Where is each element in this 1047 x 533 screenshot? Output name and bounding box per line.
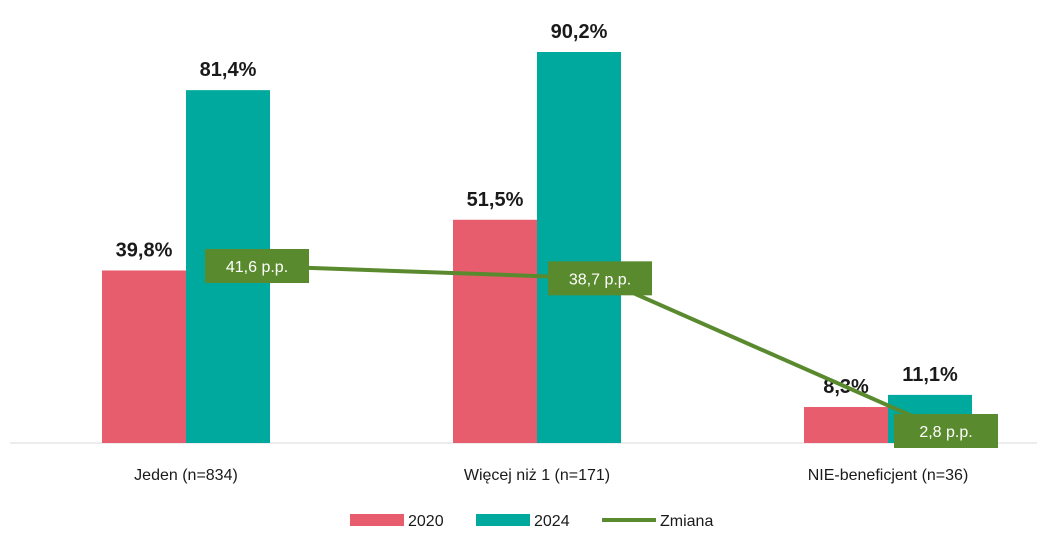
change-labels-group: 41,6 p.p. 38,7 p.p. 2,8 p.p. (205, 249, 998, 448)
change-label-1: 38,7 p.p. (569, 271, 631, 288)
legend-label-zmiana: Zmiana (660, 513, 713, 530)
value-label-2024-2: 11,1% (902, 364, 958, 386)
legend-label-2024: 2024 (534, 513, 570, 530)
legend-swatch-2024 (476, 514, 530, 526)
value-label-2024-1: 90,2% (551, 21, 608, 43)
category-label-0: Jeden (n=834) (134, 467, 238, 484)
category-label-1: Więcej niż 1 (n=171) (464, 467, 610, 484)
change-label-box-2 (894, 414, 998, 448)
legend-label-2020: 2020 (408, 513, 444, 530)
bar-2020-0 (102, 270, 186, 443)
category-labels-group: Jeden (n=834) Więcej niż 1 (n=171) NIE-ben… (134, 467, 968, 484)
value-label-2024-0: 81,4% (200, 59, 257, 81)
value-label-2020-0: 39,8% (116, 239, 173, 261)
change-label-2: 2,8 p.p. (919, 424, 972, 441)
bar-2020-2 (804, 407, 888, 443)
change-label-0: 41,6 p.p. (226, 259, 288, 276)
value-label-2020-1: 51,5% (467, 189, 524, 211)
legend-swatch-2020 (350, 514, 404, 526)
category-label-2: NIE-beneficjent (n=36) (808, 467, 969, 484)
legend: 2020 2024 Zmiana (350, 513, 713, 530)
change-label-box-0 (205, 249, 309, 283)
bar-2024-1 (537, 52, 621, 443)
change-label-box-1 (548, 261, 652, 296)
bar-2020-1 (453, 219, 537, 443)
